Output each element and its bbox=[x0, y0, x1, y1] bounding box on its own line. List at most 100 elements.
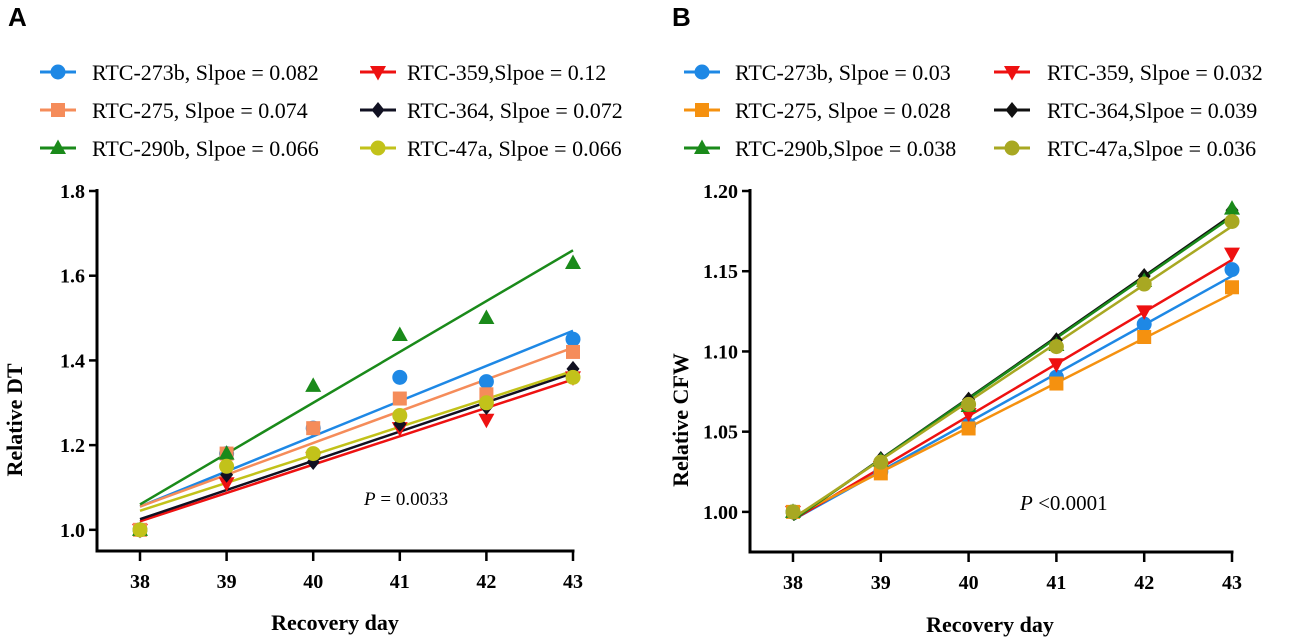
panel-a-letter: A bbox=[8, 2, 27, 32]
b-ytick-label-0: 1.00 bbox=[703, 502, 738, 524]
b-legend-marker-2 bbox=[695, 103, 709, 117]
b-fit-line-2 bbox=[792, 292, 1233, 518]
a-legend-marker-3 bbox=[371, 102, 385, 118]
a-ytick-label-4: 1.8 bbox=[60, 181, 85, 203]
a-fit-line-2 bbox=[139, 346, 574, 508]
a-point-2-5 bbox=[566, 344, 580, 359]
b-legend-marker-4 bbox=[694, 139, 710, 154]
a-ytick-label-3: 1.6 bbox=[60, 266, 85, 288]
a-ytick-label-0: 1.0 bbox=[60, 520, 85, 542]
a-point-4-5 bbox=[565, 254, 581, 269]
a-legend-label-5: RTC-47a, Slpoe = 0.066 bbox=[407, 136, 622, 161]
b-y-axis-title: Relative CFW bbox=[668, 353, 693, 487]
a-y-axis-title: Relative DT bbox=[2, 363, 27, 476]
b-point-0-4 bbox=[1136, 316, 1152, 332]
b-fit-line-5 bbox=[792, 225, 1233, 520]
b-xtick-label-3: 41 bbox=[1046, 572, 1066, 594]
b-point-5-3 bbox=[1048, 339, 1064, 355]
a-legend-label-0: RTC-273b, Slpoe = 0.082 bbox=[92, 60, 319, 85]
a-legend-marker-0 bbox=[50, 64, 66, 80]
b-point-5-5 bbox=[1224, 213, 1240, 229]
a-legend-label-1: RTC-359,Slpoe = 0.12 bbox=[407, 60, 606, 85]
a-point-5-1 bbox=[219, 458, 235, 474]
a-fit-line-1 bbox=[139, 378, 574, 523]
a-xtick-label-0: 38 bbox=[130, 571, 150, 593]
a-point-4-2 bbox=[305, 377, 322, 392]
b-legend-marker-0 bbox=[694, 64, 710, 80]
a-xtick-label-1: 39 bbox=[217, 571, 237, 593]
a-legend-marker-4 bbox=[50, 139, 66, 154]
b-p-value: P <0.0001 bbox=[1019, 491, 1108, 515]
a-point-0-5 bbox=[565, 331, 581, 347]
b-legend-label-0: RTC-273b, Slpoe = 0.03 bbox=[735, 60, 951, 85]
b-point-2-4 bbox=[1137, 330, 1152, 345]
a-xtick-label-3: 41 bbox=[390, 571, 410, 593]
b-xtick-label-4: 42 bbox=[1134, 572, 1154, 594]
b-ytick-label-3: 1.15 bbox=[703, 261, 738, 283]
a-point-0-4 bbox=[478, 374, 494, 390]
panel-b-chart: RTC-273b, Slpoe = 0.03 RTC-359, Slpoe = 0… bbox=[668, 60, 1263, 637]
b-legend-label-4: RTC-290b,Slpoe = 0.038 bbox=[735, 136, 956, 161]
a-x-axis-title: Recovery day bbox=[271, 610, 399, 635]
b-point-2-5 bbox=[1225, 280, 1239, 295]
b-xtick-label-2: 40 bbox=[959, 572, 979, 594]
a-point-5-5 bbox=[565, 369, 581, 385]
b-fit-line-1 bbox=[792, 258, 1233, 521]
b-legend-label-5: RTC-47a,Slpoe = 0.036 bbox=[1047, 136, 1256, 161]
b-point-1-3 bbox=[1048, 358, 1065, 373]
b-point-1-5 bbox=[1224, 247, 1240, 263]
a-point-1-1 bbox=[218, 477, 235, 492]
a-point-5-4 bbox=[478, 395, 494, 411]
b-point-2-2 bbox=[961, 421, 976, 436]
b-point-2-1 bbox=[873, 466, 888, 481]
b-legend-marker-5 bbox=[1004, 140, 1020, 156]
panel-b-letter: B bbox=[672, 2, 691, 32]
b-point-5-1 bbox=[873, 454, 889, 470]
b-point-5-4 bbox=[1136, 276, 1152, 292]
a-legend-label-4: RTC-290b, Slpoe = 0.066 bbox=[92, 136, 319, 161]
a-point-4-4 bbox=[478, 309, 495, 325]
b-ytick-label-2: 1.10 bbox=[703, 341, 738, 363]
a-point-5-2 bbox=[305, 446, 321, 462]
b-legend-label-1: RTC-359, Slpoe = 0.032 bbox=[1047, 60, 1263, 85]
a-point-5-3 bbox=[392, 407, 408, 423]
b-xtick-label-0: 38 bbox=[783, 572, 803, 594]
b-ytick-label-1: 1.05 bbox=[703, 422, 738, 444]
a-xtick-label-5: 43 bbox=[563, 571, 583, 593]
a-point-2-3 bbox=[392, 391, 407, 406]
a-ytick-label-2: 1.4 bbox=[60, 350, 85, 372]
a-point-2-2 bbox=[306, 421, 321, 436]
a-point-4-3 bbox=[391, 326, 408, 341]
b-legend-label-2: RTC-275, Slpoe = 0.028 bbox=[735, 98, 951, 123]
b-point-1-4 bbox=[1136, 305, 1153, 320]
a-point-1-4 bbox=[478, 413, 495, 429]
a-legend-marker-1 bbox=[370, 66, 386, 81]
b-xtick-label-5: 43 bbox=[1222, 572, 1242, 594]
a-fit-line-5 bbox=[139, 369, 574, 512]
a-xtick-label-4: 42 bbox=[476, 571, 496, 593]
a-point-5-0 bbox=[132, 522, 148, 538]
a-point-4-1 bbox=[218, 445, 235, 460]
b-point-2-3 bbox=[1049, 376, 1064, 391]
a-point-0-3 bbox=[392, 369, 408, 385]
a-fit-line-4 bbox=[139, 249, 574, 506]
b-legend-marker-1 bbox=[1004, 66, 1020, 81]
b-legend-marker-3 bbox=[1005, 102, 1019, 118]
a-legend-marker-2 bbox=[51, 103, 65, 117]
a-ytick-label-1: 1.2 bbox=[60, 435, 85, 457]
b-point-5-2 bbox=[961, 396, 977, 412]
b-point-5-0 bbox=[785, 504, 801, 520]
a-p-value: P = 0.0033 bbox=[363, 489, 448, 510]
a-legend-label-2: RTC-275, Slpoe = 0.074 bbox=[92, 98, 308, 123]
a-fit-line-3 bbox=[139, 371, 574, 521]
a-legend-label-3: RTC-364, Slpoe = 0.072 bbox=[407, 98, 623, 123]
a-xtick-label-2: 40 bbox=[303, 571, 323, 593]
b-x-axis-title: Recovery day bbox=[926, 612, 1054, 637]
b-xtick-label-1: 39 bbox=[871, 572, 891, 594]
b-point-0-5 bbox=[1224, 262, 1240, 278]
a-fit-line-0 bbox=[139, 329, 574, 508]
b-ytick-label-4: 1.20 bbox=[703, 181, 738, 203]
a-legend-marker-5 bbox=[370, 140, 386, 156]
